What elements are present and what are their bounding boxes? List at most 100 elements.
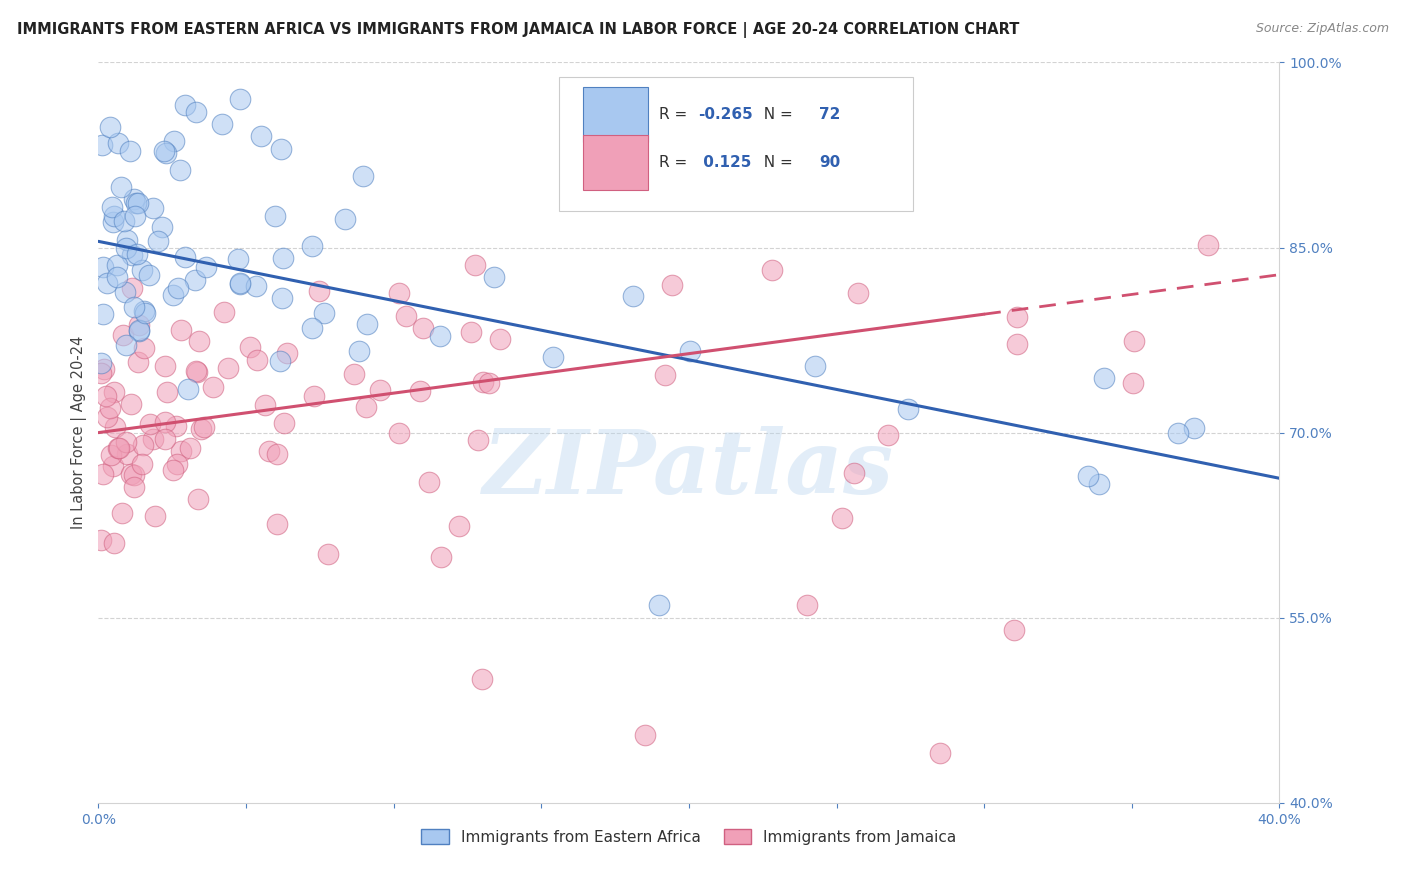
Point [112,328,135,343]
Point [127,355,149,369]
Point [90,366,112,380]
Point [155,432,177,446]
Text: 72: 72 [818,107,841,122]
Point [190,422,212,436]
Point [264,209,287,223]
Text: R =: R = [659,155,693,169]
Point [430,549,453,564]
Point [128,324,150,338]
Point [90,356,112,370]
Point [1122,376,1144,390]
Point [101,200,124,214]
Text: R =: R = [659,107,693,122]
Point [356,401,378,415]
Point [184,104,207,119]
Point [98,401,121,416]
Point [184,364,207,378]
Point [429,329,451,343]
Point [250,129,273,144]
Point [370,383,392,397]
Point [114,285,136,300]
Point [166,457,188,471]
Point [356,318,378,332]
Point [169,162,191,177]
Point [1087,476,1109,491]
Point [152,144,174,158]
Point [1197,237,1219,252]
Point [471,673,494,687]
Point [143,509,166,524]
Point [271,291,294,305]
Point [107,441,129,455]
Point [634,728,657,742]
Point [394,310,416,324]
Y-axis label: In Labor Force | Age 20-24: In Labor Force | Age 20-24 [72,336,87,529]
Point [1182,421,1205,435]
Point [1077,468,1099,483]
Point [91,467,114,481]
Point [217,360,239,375]
Point [96,410,118,425]
Text: 90: 90 [818,155,841,169]
Point [142,432,165,446]
Text: -0.265: -0.265 [699,107,754,122]
Point [214,305,236,319]
Point [316,547,339,561]
Text: 0.125: 0.125 [699,155,752,169]
Point [131,263,153,277]
Point [100,448,122,462]
Point [312,305,335,319]
Point [114,435,136,450]
Point [163,134,186,148]
Point [1167,426,1189,441]
Point [467,433,489,447]
Point [412,321,434,335]
Point [103,536,125,550]
Point [229,276,252,290]
Text: IMMIGRANTS FROM EASTERN AFRICA VS IMMIGRANTS FROM JAMAICA IN LABOR FORCE | AGE 2: IMMIGRANTS FROM EASTERN AFRICA VS IMMIGR… [17,22,1019,38]
Point [105,259,128,273]
Point [478,376,501,390]
Point [173,98,195,112]
Point [187,492,209,507]
Point [91,306,114,320]
Point [489,332,512,346]
Point [388,285,411,300]
Point [202,380,225,394]
Point [103,385,125,400]
FancyBboxPatch shape [582,87,648,142]
Point [229,277,252,292]
Point [246,353,269,368]
Point [179,441,201,455]
Point [131,458,153,472]
Point [134,341,156,355]
Point [91,260,114,275]
Point [266,447,288,461]
Point [266,517,288,532]
Text: Source: ZipAtlas.com: Source: ZipAtlas.com [1256,22,1389,36]
Point [131,438,153,452]
Point [654,368,676,382]
Point [188,334,211,348]
Point [418,475,440,490]
Point [103,459,125,474]
Point [846,286,869,301]
Point [170,443,193,458]
Point [91,137,114,152]
Point [831,511,853,525]
Point [254,399,277,413]
Point [301,321,323,335]
Point [125,247,148,261]
Point [804,359,827,373]
Point [114,338,136,352]
Point [257,444,280,458]
Point [103,209,125,223]
Point [122,480,145,494]
Point [471,376,494,390]
Point [844,467,866,481]
Point [170,323,193,337]
Text: ZIPatlas: ZIPatlas [484,426,894,513]
Point [122,300,145,314]
Point [343,367,366,381]
Point [276,345,298,359]
